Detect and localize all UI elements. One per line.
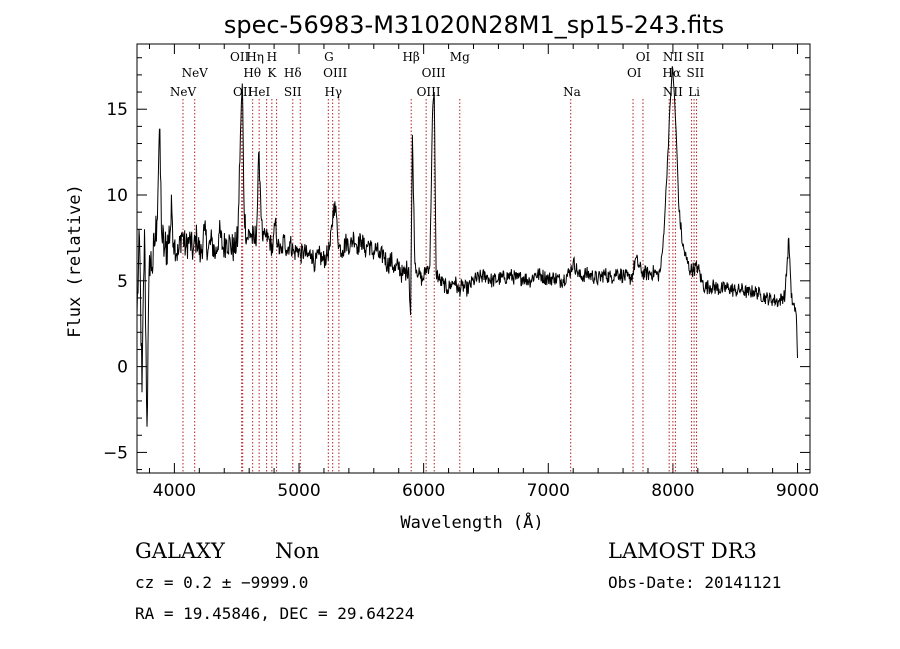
emission-line-label: Hθ (243, 66, 261, 80)
emission-line-label: OIII (422, 66, 446, 80)
emission-line-label: Li (688, 85, 700, 99)
ra-dec: RA = 19.45846, DEC = 29.64224 (135, 604, 414, 623)
x-tick-label: 6000 (402, 481, 445, 501)
emission-line-label: HeI (248, 85, 271, 99)
y-tick-label: 15 (106, 100, 128, 120)
y-tick-label: 10 (106, 186, 128, 206)
y-tick-label: 5 (117, 272, 128, 292)
y-tick-label: −5 (103, 443, 128, 463)
x-axis-label: Wavelength (Å) (400, 511, 543, 533)
redshift-cz: cz = 0.2 ± −9999.0 (135, 573, 308, 592)
x-tick-label: 8000 (651, 481, 694, 501)
emission-line-label: Mg (450, 50, 470, 64)
chart-title: spec-56983-M31020N28M1_sp15-243.fits (224, 11, 724, 39)
emission-line-label: OI (636, 50, 651, 64)
emission-line-label: H (267, 50, 277, 64)
emission-line-label: OI (627, 66, 642, 80)
emission-line-label: OIII (417, 85, 441, 99)
emission-line-label: Hδ (284, 66, 302, 80)
emission-line-label: Hη (246, 50, 264, 64)
y-axis: −5 0 5 10 15 (103, 57, 810, 471)
emission-line-label: OIII (323, 66, 347, 80)
object-subclass: Non (275, 539, 320, 563)
emission-line-label: SII (686, 50, 704, 64)
plot-border (136, 43, 811, 474)
object-class: GALAXY (135, 539, 226, 563)
emission-line-label: Na (563, 85, 581, 99)
emission-line-label: Hβ (402, 50, 419, 64)
y-tick-label: 0 (117, 358, 128, 378)
survey-name: LAMOST DR3 (608, 539, 757, 563)
x-tick-label: 9000 (776, 481, 819, 501)
x-axis: 4000 5000 6000 7000 8000 9000 (148, 44, 819, 501)
y-axis-label: Flux (relative) (65, 184, 85, 338)
emission-line-label: SII (686, 66, 704, 80)
emission-line-label: NeV (170, 85, 197, 99)
plot-frame (136, 43, 811, 474)
emission-line-label: NeV (182, 66, 209, 80)
emission-line-label: OII (230, 50, 250, 64)
x-tick-label: 4000 (153, 481, 196, 501)
x-tick-label: 5000 (277, 481, 320, 501)
x-tick-label: 7000 (527, 481, 570, 501)
spectrum-line (136, 66, 798, 427)
emission-line-label: K (267, 66, 277, 80)
emission-line-label: G (324, 50, 334, 64)
obs-date: Obs-Date: 20141121 (608, 573, 781, 592)
emission-line-label: NII (663, 85, 683, 99)
emission-line-label: SII (284, 85, 302, 99)
emission-line-label: Hγ (324, 85, 342, 99)
emission-line-label: NII (663, 50, 683, 64)
emission-line-markers (182, 99, 698, 473)
